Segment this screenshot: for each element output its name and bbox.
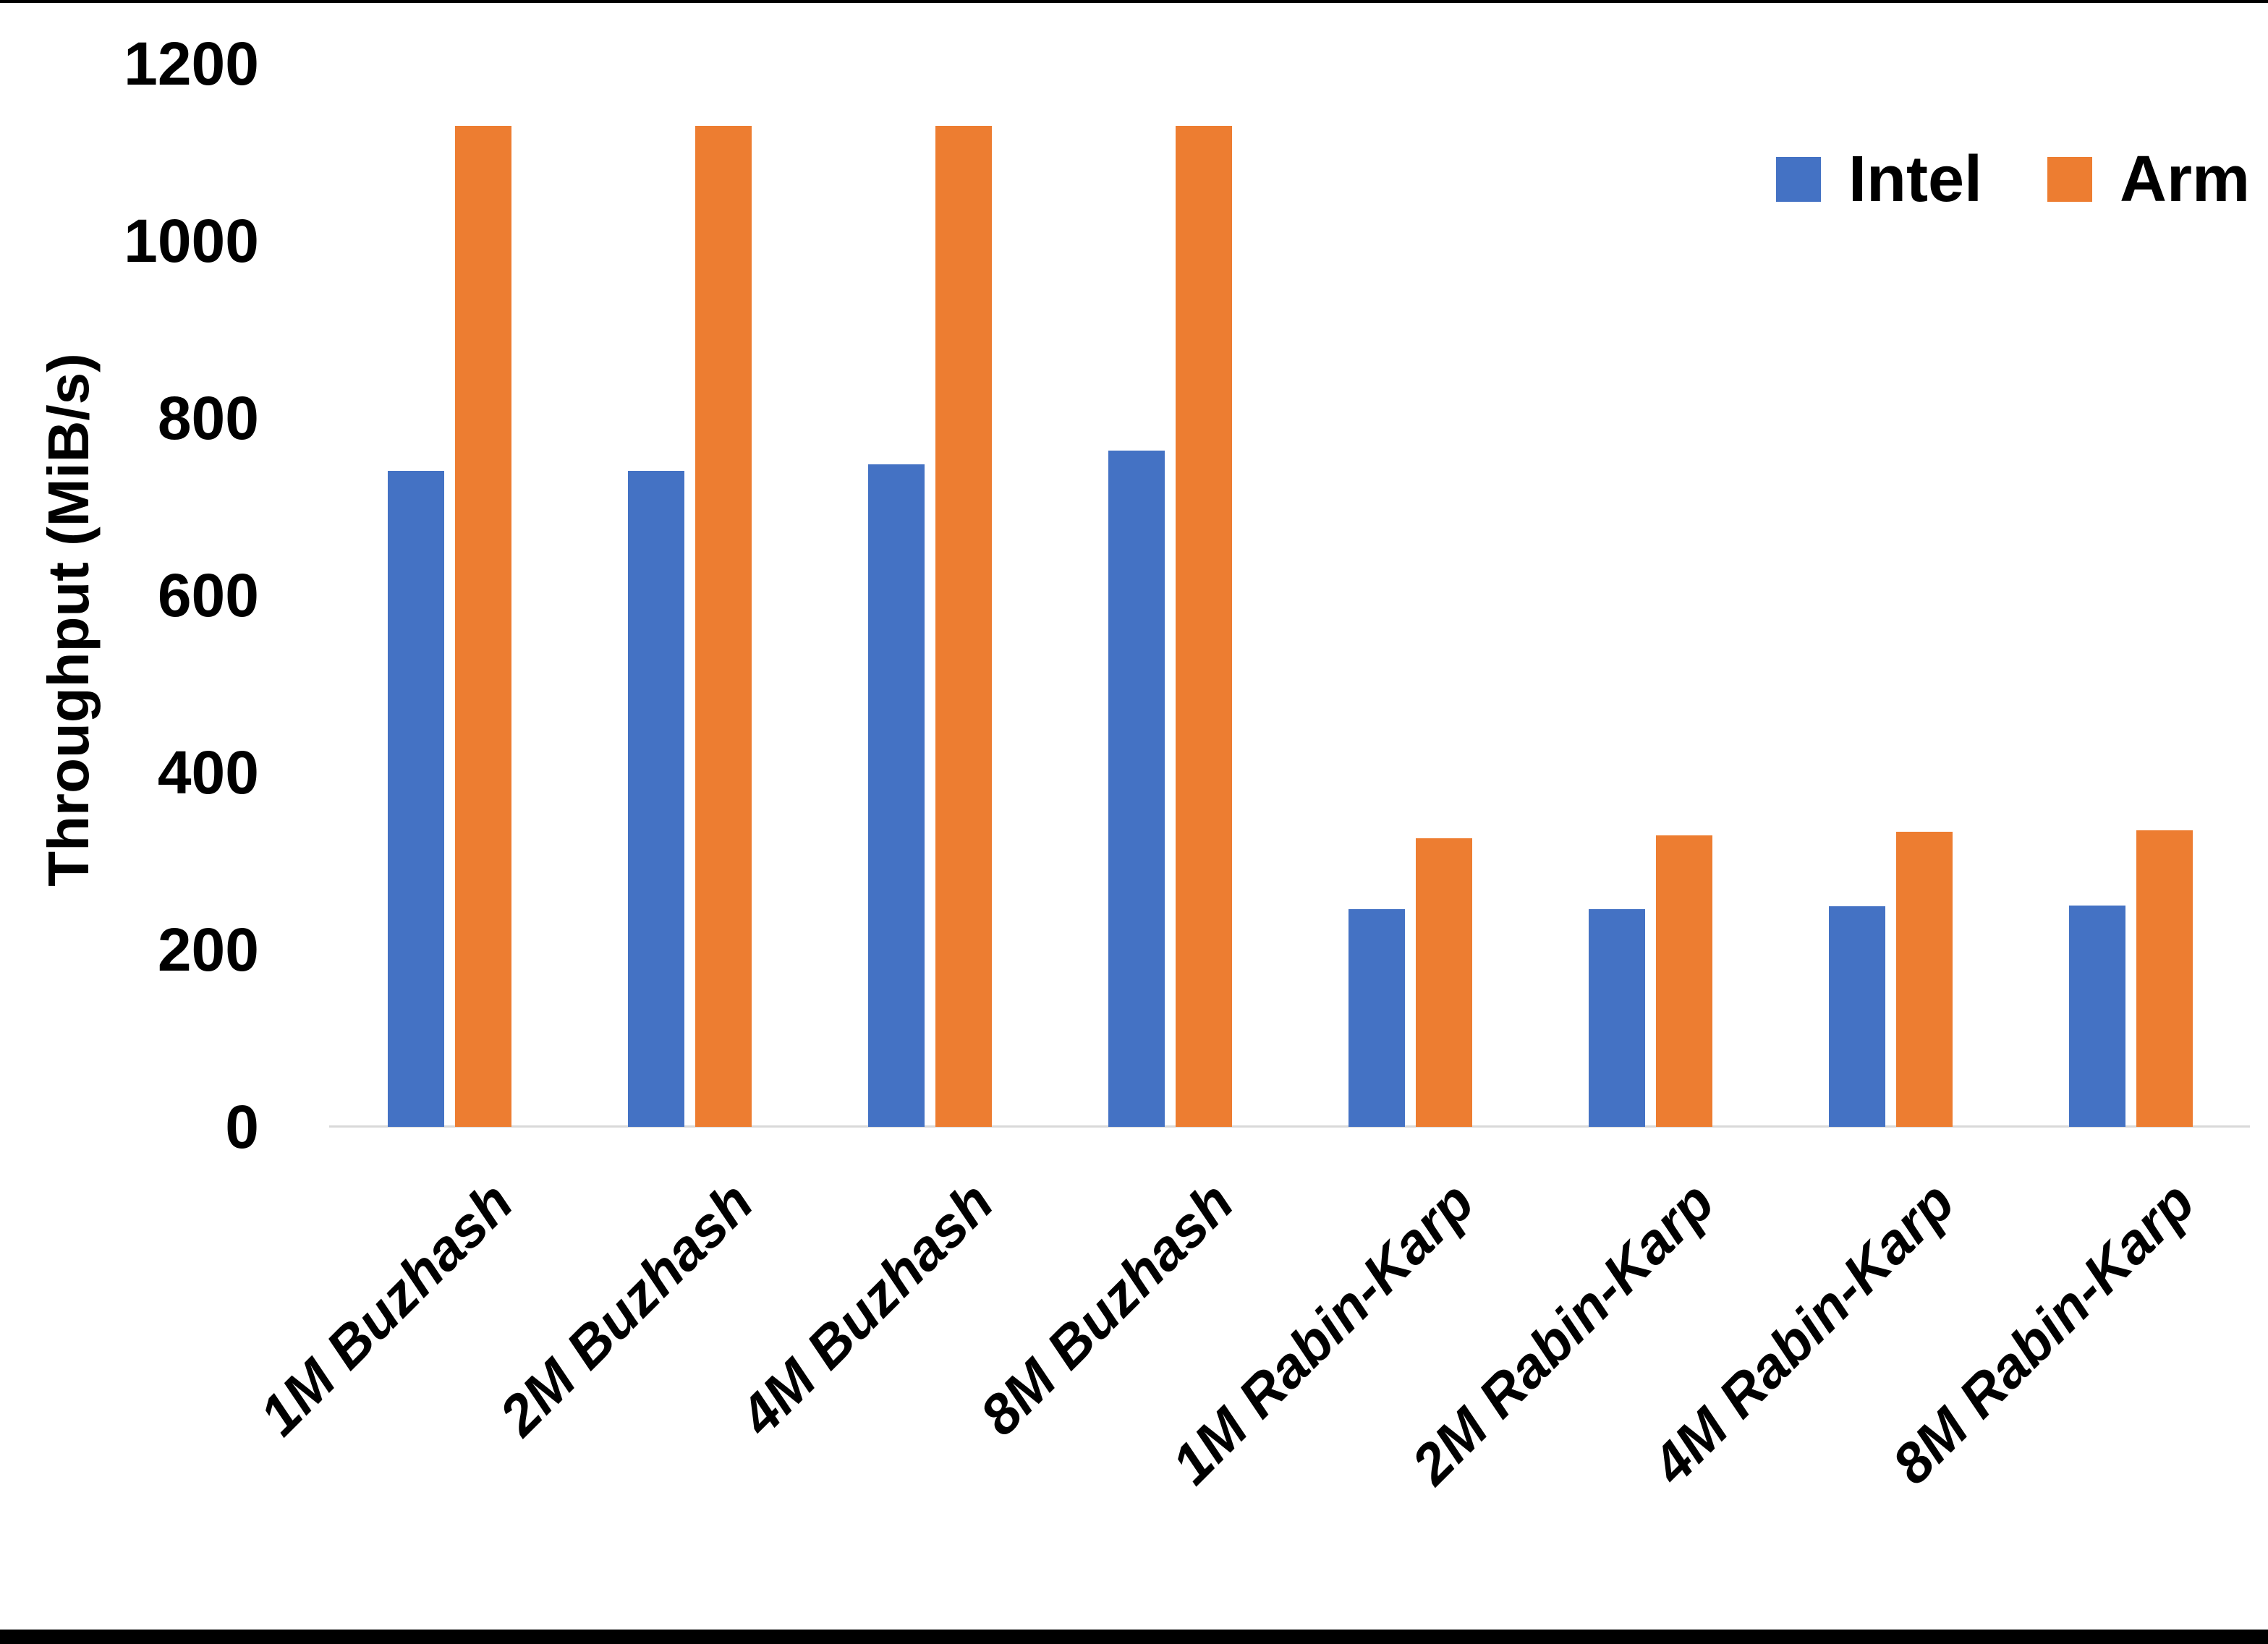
bar-arm-4m-rabin-karp [1895,832,1953,1127]
bar-intel-2m-rabin-karp [1588,909,1645,1127]
bar-arm-4m-buzhash [935,126,992,1127]
x-axis-line [329,1125,2250,1128]
bar-arm-1m-rabin-karp [1415,838,1472,1127]
bar-intel-4m-rabin-karp [1828,906,1885,1127]
legend-item-intel: Intel [1776,145,1982,214]
y-tick-label-200: 200 [157,916,259,984]
bar-arm-2m-buzhash [695,126,752,1127]
frame-top-line [0,0,2268,3]
bar-arm-8m-buzhash [1175,126,1232,1127]
bar-arm-2m-rabin-karp [1655,835,1712,1127]
bar-intel-8m-buzhash [1108,451,1165,1127]
bar-intel-1m-buzhash [387,471,444,1127]
y-tick-label-800: 800 [157,384,259,452]
x-category-label-4m-buzhash: 4M Buzhash [727,1170,1006,1448]
bar-arm-8m-rabin-karp [2136,830,2193,1127]
bar-intel-1m-rabin-karp [1348,909,1405,1127]
legend-item-arm: Arm [2047,145,2250,214]
x-category-label-2m-buzhash: 2M Buzhash [487,1170,765,1448]
bar-intel-8m-rabin-karp [2068,906,2125,1127]
y-tick-label-0: 0 [225,1093,259,1161]
y-tick-label-400: 400 [157,738,259,806]
legend-swatch-icon-intel [1776,157,1821,202]
legend-swatch-icon-arm [2047,157,2093,202]
x-category-label-1m-buzhash: 1M Buzhash [247,1170,525,1448]
bar-intel-2m-buzhash [627,471,684,1127]
y-tick-label-1000: 1000 [124,207,259,275]
x-category-label-8m-buzhash: 8M Buzhash [967,1170,1246,1448]
bar-arm-1m-buzhash [454,126,511,1127]
legend: Intel Arm [1776,145,2250,214]
legend-label-intel: Intel [1848,143,1983,216]
y-tick-label-600: 600 [157,561,259,629]
legend-label-arm: Arm [2120,143,2251,216]
bar-intel-4m-buzhash [867,464,925,1127]
frame-bottom-bar [0,1630,2268,1644]
y-tick-label-1200: 1200 [124,30,259,98]
